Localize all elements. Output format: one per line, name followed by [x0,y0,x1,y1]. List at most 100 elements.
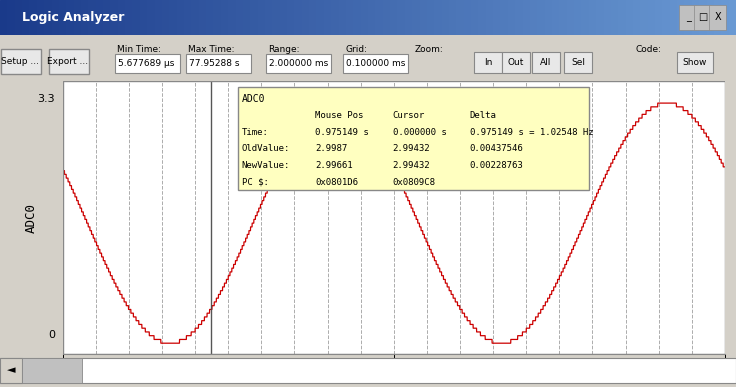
Bar [478,0,486,35]
Bar [22,0,29,35]
Bar [709,5,726,30]
Bar [213,0,221,35]
Text: PC $:: PC $: [241,178,269,187]
Text: Max Time:: Max Time: [188,45,235,54]
Text: 0x0809C8: 0x0809C8 [392,178,436,187]
Bar [655,0,662,35]
Bar [309,0,316,35]
Bar [679,5,696,30]
Bar [662,0,670,35]
Bar [59,0,66,35]
Text: 2.99432: 2.99432 [392,144,431,153]
Text: 0.000000 s: 0.000000 s [392,128,446,137]
Bar [280,0,287,35]
Bar [125,0,132,35]
Bar [545,0,552,35]
Text: Export ...: Export ... [47,57,88,66]
Text: 2.9987: 2.9987 [315,144,347,153]
Text: 2.99661: 2.99661 [315,161,353,170]
Text: 0.100000 ms: 0.100000 ms [346,59,406,68]
Bar [648,0,655,35]
Bar [343,55,408,73]
Bar [0,358,736,383]
Bar [633,0,640,35]
FancyBboxPatch shape [49,49,89,74]
Bar [574,0,581,35]
Bar [37,0,44,35]
Bar [405,0,412,35]
Bar [670,0,677,35]
Bar [694,5,711,30]
Text: 0.00437546: 0.00437546 [470,144,523,153]
Text: □: □ [698,12,707,22]
FancyBboxPatch shape [532,52,560,73]
Bar [52,0,59,35]
Bar [74,0,81,35]
Bar [7,0,15,35]
Text: 0.975149 s: 0.975149 s [315,128,369,137]
Bar [692,0,699,35]
Bar [184,0,191,35]
Bar [456,0,464,35]
Text: Zoom:: Zoom: [415,45,444,54]
Bar [287,0,294,35]
Bar [272,0,280,35]
Bar [640,0,648,35]
Bar [266,55,331,73]
Bar [103,0,110,35]
Bar [471,0,478,35]
Bar [434,0,442,35]
Bar [361,0,368,35]
Text: 5.677689 µs: 5.677689 µs [118,59,174,68]
Bar [515,0,523,35]
Bar [118,0,125,35]
Bar [66,0,74,35]
Bar [449,0,456,35]
Bar [243,0,250,35]
Bar [353,0,361,35]
Text: Show: Show [683,58,707,67]
Bar [331,0,339,35]
Bar [324,0,331,35]
Bar [258,0,265,35]
Text: 77.95288 s: 77.95288 s [189,59,239,68]
Bar [302,0,309,35]
Bar [316,0,324,35]
Bar [115,55,180,73]
Text: Mouse Pos: Mouse Pos [315,111,364,120]
Text: Sel: Sel [571,58,585,67]
Bar [0,358,22,383]
Text: ADC0: ADC0 [241,94,265,104]
Bar [177,0,184,35]
Bar [699,0,707,35]
Text: In: In [484,58,492,67]
Bar [191,0,199,35]
Bar [729,0,736,35]
Bar [155,0,162,35]
Bar [250,0,258,35]
Bar [420,0,427,35]
Bar [618,0,626,35]
Bar [508,0,515,35]
Bar [442,0,449,35]
Text: 0.00228763: 0.00228763 [470,161,523,170]
Bar [44,0,52,35]
Bar [684,0,692,35]
Bar [199,0,206,35]
Bar [604,0,611,35]
Bar [375,0,383,35]
Bar [236,0,243,35]
FancyBboxPatch shape [474,52,502,73]
Bar [368,0,375,35]
Bar [140,0,147,35]
Bar [626,0,633,35]
Bar [390,0,397,35]
Text: 0x0801D6: 0x0801D6 [315,178,358,187]
Text: 2.99432: 2.99432 [392,161,431,170]
Bar [530,0,537,35]
Bar [464,0,471,35]
Bar [397,0,405,35]
Text: 0: 0 [48,330,55,340]
Text: Code:: Code: [635,45,661,54]
Bar [186,55,251,73]
